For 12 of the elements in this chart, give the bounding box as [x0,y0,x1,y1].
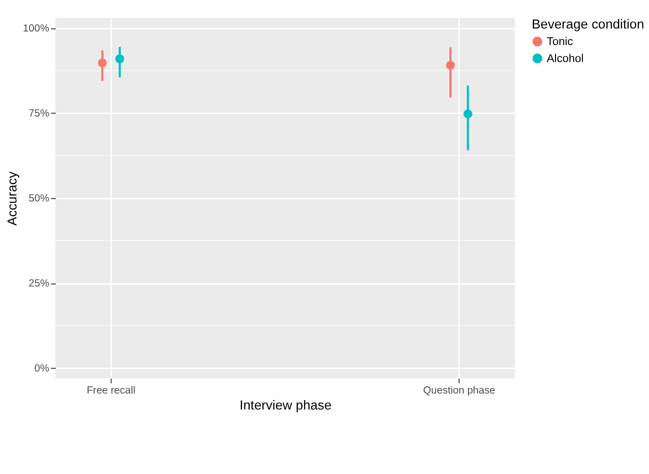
x-tick-label: Free recall [86,386,136,397]
y-axis-title: Accuracy [4,171,20,226]
legend-label: Tonic [546,36,574,48]
y-tick-label: 75% [28,108,50,120]
x-tick-label: Question phase [423,386,496,397]
y-tick-label: 50% [28,193,50,204]
x-axis-title: Interview phase [240,398,332,413]
y-tick-label: 0% [34,363,50,374]
y-tick-label: 25% [28,278,50,290]
legend-label: Alcohol [546,53,584,66]
legend-title: Beverage condition [532,16,644,32]
y-tick-label: 100% [22,24,50,35]
